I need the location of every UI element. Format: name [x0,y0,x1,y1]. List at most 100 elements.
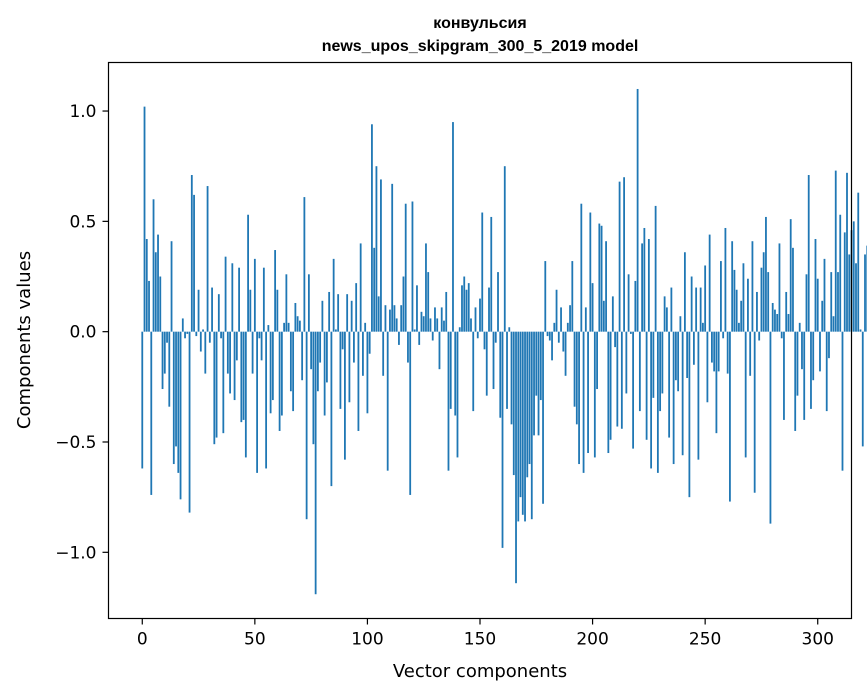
bar [807,175,810,332]
bar [409,331,412,495]
bar [535,331,538,396]
bar [420,311,423,332]
bar [483,331,486,350]
bar [434,307,436,332]
bar [665,307,668,332]
y-tick-label: −1.0 [55,543,96,563]
bar [150,331,153,495]
bar [166,331,168,343]
bar [395,318,398,332]
bar [544,261,547,332]
bar [307,274,310,332]
bar [706,331,709,403]
bar [253,258,256,332]
bar [760,267,763,332]
bar [607,331,610,454]
bar [323,331,326,416]
bar [474,307,477,332]
bar [769,331,772,524]
bar [204,331,207,374]
bar [810,331,812,409]
bar [213,331,216,445]
bar [465,289,468,332]
bar [141,331,144,469]
bar [418,331,421,345]
bar [440,307,443,332]
bar [472,331,475,412]
bar [510,331,513,425]
bar [837,272,839,332]
bar [562,331,565,352]
bar [861,331,864,447]
x-tick-label: 300 [802,630,834,650]
x-tick-label: 150 [464,630,496,650]
bar [749,331,752,376]
bar [832,316,835,332]
bar [479,298,481,332]
bar [492,331,495,390]
bar [566,322,569,332]
bar [616,331,619,427]
bar [359,243,362,332]
bar [758,331,761,341]
bar [262,267,265,332]
bar [548,331,551,341]
bar [771,302,774,332]
bar [636,88,639,332]
bar [195,331,198,337]
bar [715,331,718,434]
bar [467,283,470,332]
bar [690,276,693,332]
bar [774,309,776,332]
bar [857,192,860,332]
bar [393,305,396,332]
bar [197,289,200,332]
bar [708,234,711,332]
bar [508,327,511,332]
bar [611,296,614,332]
bar [551,331,553,361]
bars-group [141,88,867,595]
chart-subtitle: news_upos_skipgram_300_5_2019 model [322,38,639,55]
bar [695,287,698,332]
bar [652,331,655,398]
bar [679,316,682,332]
bar [591,283,594,332]
x-axis-ticks: 0 50 100 150 200 250 300 [137,618,834,650]
bar [803,331,806,420]
bar [199,331,202,352]
bar [814,239,817,332]
bar [157,234,159,332]
bar [731,241,734,332]
bar [825,331,828,412]
bar [789,219,792,332]
bar [638,331,641,412]
bar [353,331,355,363]
bar [184,331,186,339]
bar [292,331,295,412]
bar [267,325,270,332]
bar [839,214,842,332]
bar [348,331,351,403]
bar [258,331,261,339]
bar [674,331,677,381]
bar [449,331,452,409]
bar [751,241,754,332]
bar [780,331,783,339]
bar [256,331,258,473]
bar [738,322,740,332]
bar [287,322,290,332]
bar [357,331,360,431]
bar [821,300,824,332]
bar [364,322,367,332]
bar [407,331,409,363]
bar [618,181,621,332]
bar [244,331,247,458]
bar [553,322,556,332]
bar [587,331,589,454]
bar [233,331,236,401]
bar [528,331,531,465]
bar [859,329,862,332]
bar [332,258,335,332]
bar [661,331,664,394]
